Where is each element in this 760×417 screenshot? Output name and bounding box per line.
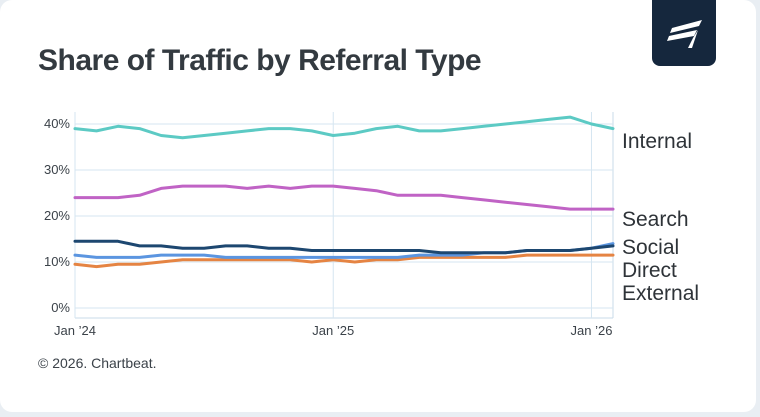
y-tick-label: 0%: [51, 300, 70, 315]
y-tick-label: 40%: [44, 116, 70, 131]
series-label-direct: Direct: [622, 259, 677, 282]
series-line-external: [73, 253, 615, 269]
credit-text: © 2026. Chartbeat.: [38, 355, 157, 371]
y-tick-label: 20%: [44, 208, 70, 223]
x-tick-label: Jan ’24: [54, 323, 96, 338]
series-label-external: External: [622, 282, 699, 305]
series-label-internal: Internal: [622, 130, 692, 153]
chartbeat-flag-icon: [667, 20, 702, 48]
series-label-social: Social: [622, 236, 679, 259]
line-chart: 0% 10% 20% 30% 40% Jan ’24 Jan ’25 Jan ’26 Inter…: [44, 112, 699, 338]
series-line-social: [73, 239, 615, 255]
chart-title: Share of Traffic by Referral Type: [38, 44, 482, 77]
series-label-search: Search: [622, 208, 689, 231]
chartbeat-logo: [652, 0, 716, 66]
series-line-internal: [73, 115, 615, 140]
x-tick-label: Jan ’26: [571, 323, 613, 338]
x-tick-label: Jan ’25: [312, 323, 354, 338]
series-line-search: [73, 184, 615, 211]
y-tick-label: 10%: [44, 254, 70, 269]
y-tick-label: 30%: [44, 162, 70, 177]
